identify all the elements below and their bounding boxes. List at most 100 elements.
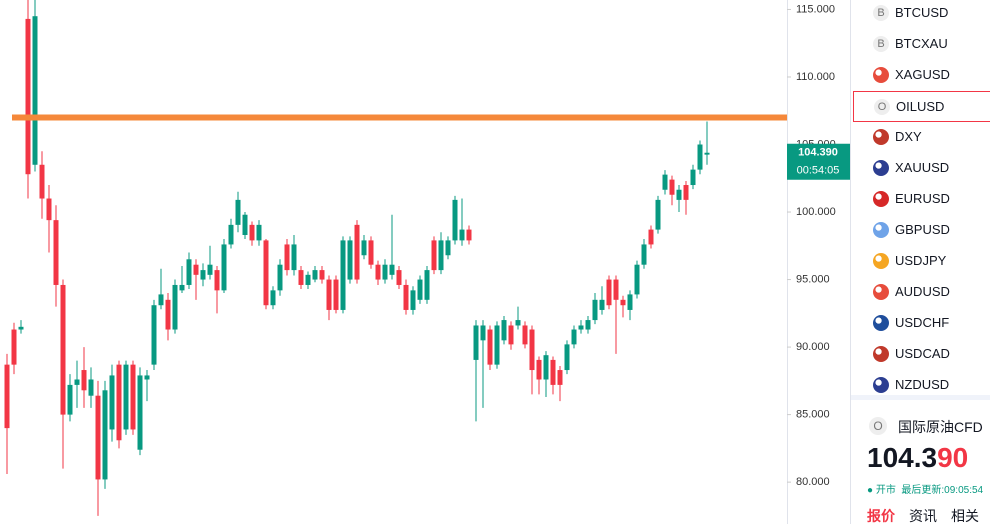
candle-body <box>515 320 521 326</box>
candle-body <box>60 284 66 415</box>
candle-body <box>431 240 437 271</box>
candle-body <box>32 16 38 165</box>
watchlist-row[interactable]: DXY <box>853 122 990 151</box>
watchlist-row[interactable]: EURUSD <box>853 184 990 213</box>
chart: 115.000110.000105.000100.00095.00090.000… <box>4 0 850 524</box>
candle-body <box>193 264 199 275</box>
symbol-icon <box>873 345 889 362</box>
candle-body <box>186 259 192 285</box>
symbol-icon: O <box>869 417 887 435</box>
last-price-label: 104.390 <box>798 147 838 159</box>
watchlist-row[interactable]: AUDUSD <box>853 277 990 306</box>
candle-body <box>417 279 423 300</box>
candle-body <box>375 264 381 280</box>
candle-body <box>347 240 353 280</box>
candle-body <box>655 199 661 230</box>
price-main: 104.3 <box>867 442 938 473</box>
symbol: BTCUSD <box>895 5 949 20</box>
detail-panel: O 国际原油CFD 104.390 ● 开市 最后更新:09:05:54 报价资… <box>851 400 990 524</box>
candle-body <box>151 305 157 365</box>
tab[interactable]: 相关 <box>951 508 979 524</box>
candle-body <box>550 359 556 385</box>
candle-body <box>284 244 290 271</box>
candle-body <box>46 198 52 221</box>
candle-body <box>634 264 640 295</box>
watchlist-row[interactable]: BBTCUSD6 <box>853 0 990 27</box>
candle-body <box>410 290 416 310</box>
candle-body <box>102 390 108 480</box>
candle-body <box>606 279 612 306</box>
candle-body <box>333 279 339 310</box>
watchlist-row[interactable]: NZDUSD <box>853 370 990 399</box>
candle-body <box>592 299 598 321</box>
symbol: BTCXAU <box>895 36 948 51</box>
watchlist-row[interactable]: XAGUSD <box>853 60 990 89</box>
y-tick-label: 85.000 <box>796 409 830 421</box>
candle-body <box>95 395 101 480</box>
candle-body <box>81 370 87 391</box>
candle-body <box>74 379 80 385</box>
y-tick-label: 100.000 <box>796 206 836 218</box>
watchlist-row[interactable]: O OILUSD <box>853 91 990 122</box>
candle-body <box>221 244 227 291</box>
candle-body <box>88 379 94 396</box>
candle-body <box>571 329 577 345</box>
status-line: ● 开市 最后更新:09:05:54 <box>867 485 984 496</box>
candle-body <box>704 152 710 155</box>
symbol-icon <box>873 314 889 331</box>
symbol: EURUSD <box>895 191 950 206</box>
candle-body <box>557 370 563 385</box>
symbol-icon <box>873 221 889 238</box>
watchlist-row[interactable]: GBPUSD <box>853 215 990 244</box>
candle-body <box>627 294 633 310</box>
candle-body <box>676 189 682 200</box>
price-tail: 90 <box>937 442 969 473</box>
y-tick-label: 90.000 <box>796 341 830 353</box>
candle-body <box>340 240 346 310</box>
candle-body <box>613 279 619 300</box>
candle-body <box>403 284 409 310</box>
symbol: OILUSD <box>896 99 945 114</box>
candle-body <box>305 274 311 285</box>
y-tick-label: 95.000 <box>796 273 830 285</box>
candle-body <box>648 229 654 245</box>
symbol: GBPUSD <box>895 222 950 237</box>
tab[interactable]: 报价 <box>867 508 895 524</box>
symbol-name: 国际原油CFD <box>898 419 983 435</box>
symbol-icon <box>873 190 889 207</box>
candle-body <box>158 294 164 306</box>
candle-body <box>207 264 213 275</box>
candle-body <box>39 164 45 199</box>
symbol: USDCHF <box>895 315 950 330</box>
candle-body <box>53 220 59 285</box>
candle-body <box>382 264 388 280</box>
candle-body <box>501 320 507 341</box>
watchlist-row[interactable]: USDJPY <box>853 246 990 275</box>
candle-body <box>564 344 570 371</box>
candle-body <box>389 264 395 275</box>
watchlist-row[interactable]: USDCAD <box>853 339 990 368</box>
symbol-icon: B <box>873 4 889 21</box>
candle-body <box>543 355 549 380</box>
watchlist-row[interactable]: B BTCXAU <box>853 29 990 58</box>
symbol-icon <box>873 128 889 145</box>
candle-body <box>179 284 185 291</box>
candle-body <box>690 169 696 186</box>
candle-body <box>116 364 122 441</box>
candle-body <box>172 284 178 330</box>
watchlist-panel: BBTCUSD6BBTCXAUXAGUSDOOILUSDDXYXAUUSDEUR… <box>850 0 990 524</box>
tab[interactable]: 资讯 <box>909 508 937 524</box>
last-price-box <box>787 143 850 180</box>
watchlist-row[interactable]: XAUUSD <box>853 153 990 182</box>
candle-body <box>354 224 360 280</box>
symbol-icon <box>873 252 889 269</box>
candle-body <box>452 199 458 241</box>
candle-body <box>585 320 591 330</box>
symbol: XAUUSD <box>895 160 950 175</box>
candle-body <box>249 224 255 241</box>
watchlist-row[interactable]: USDCHF <box>853 308 990 337</box>
candle-body <box>445 240 451 256</box>
symbol: USDJPY <box>895 253 947 268</box>
candle-body <box>508 325 514 345</box>
